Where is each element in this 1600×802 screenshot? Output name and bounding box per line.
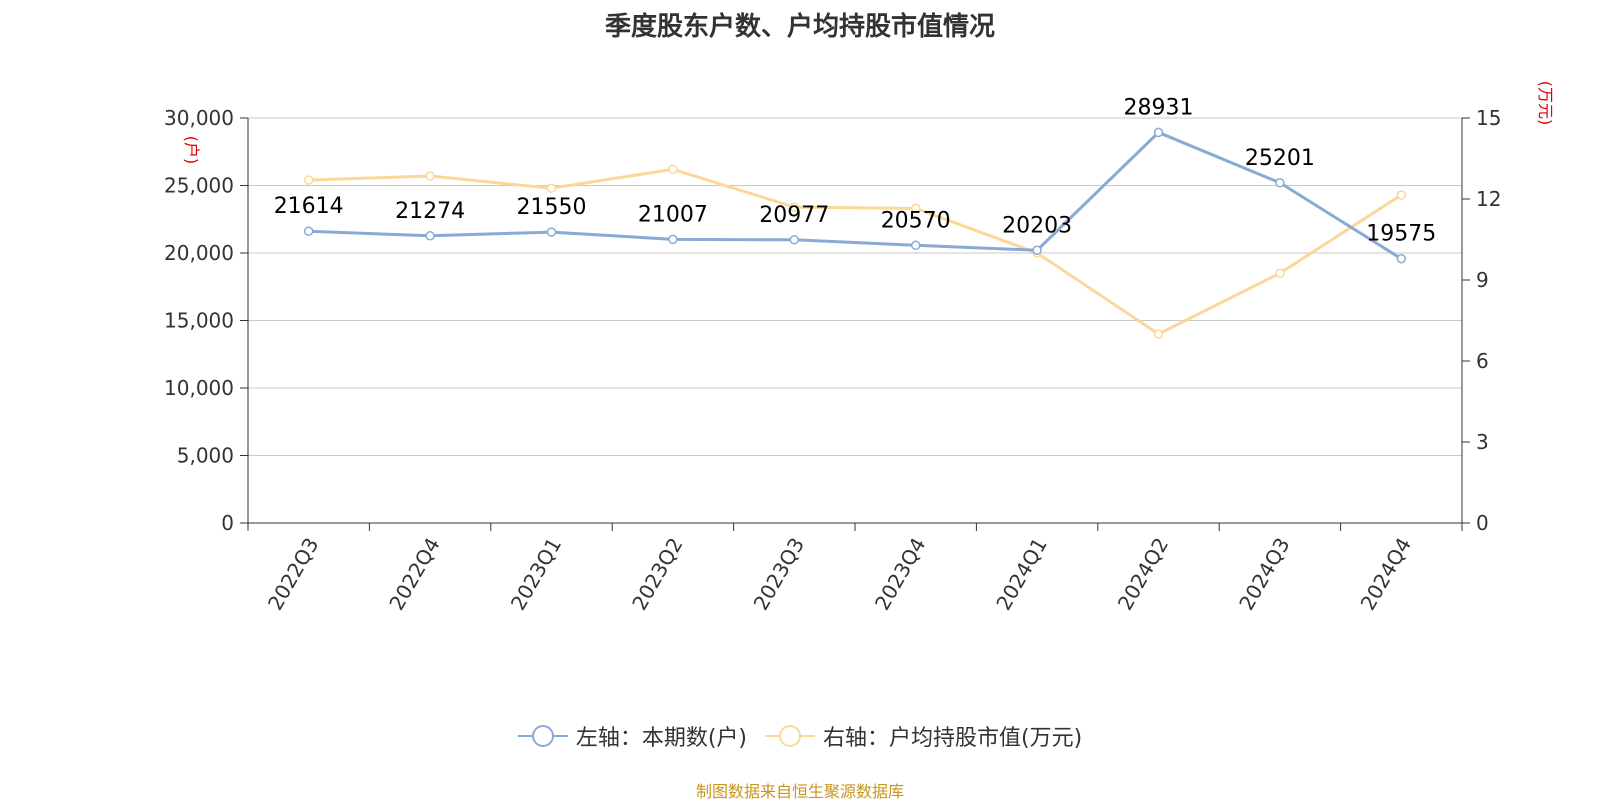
series-left-data-label: 20570 (881, 208, 951, 233)
left-tick-label: 20,000 (164, 241, 234, 265)
right-axis-unit: (万元) (1536, 81, 1555, 126)
left-tick-label: 0 (221, 511, 234, 535)
series-left-point (789, 235, 800, 245)
series-right-point (546, 183, 557, 193)
left-tick-label: 30,000 (164, 106, 234, 130)
x-category-label: 2023Q1 (506, 534, 566, 615)
series-left-data-label: 21274 (395, 199, 465, 224)
x-category-label: 2023Q3 (749, 534, 809, 615)
right-tick-label: 0 (1476, 511, 1489, 535)
x-category-label: 2024Q1 (991, 534, 1051, 615)
legend-marker-right-icon (765, 725, 815, 747)
series-left-data-label: 19575 (1366, 222, 1436, 247)
x-category-label: 2024Q4 (1356, 534, 1416, 615)
series-left-point (1153, 127, 1164, 138)
x-category-label: 2023Q2 (627, 534, 687, 615)
series-right-point (425, 171, 435, 181)
series-left-data-label: 21550 (517, 195, 587, 220)
legend-label-left: 左轴：本期数(户) (575, 726, 747, 751)
x-category-label: 2022Q3 (263, 534, 323, 615)
series-left-data-label: 20203 (1002, 213, 1072, 238)
series-left-point (1032, 245, 1042, 256)
series-left-data-label: 25201 (1245, 146, 1315, 171)
right-tick-label: 12 (1476, 187, 1501, 211)
series-right-line (308, 167, 1403, 336)
series-left-data-label: 21007 (638, 202, 708, 227)
series-left-data-label: 28931 (1124, 95, 1194, 120)
left-tick-label: 15,000 (164, 309, 234, 333)
x-category-label: 2022Q4 (384, 534, 444, 615)
right-tick-label: 9 (1476, 268, 1489, 292)
x-category-label: 2024Q2 (1113, 534, 1173, 615)
series-left-data-label: 21614 (274, 194, 344, 219)
legend: 左轴：本期数(户) 右轴：户均持股市值(万元) (0, 720, 1600, 752)
left-axis-unit: (户) (182, 136, 201, 165)
left-tick-label: 10,000 (164, 376, 234, 400)
series-left-point (546, 227, 557, 237)
series-right-point (1153, 329, 1164, 339)
legend-item-right[interactable]: 右轴：户均持股市值(万元) (765, 720, 1082, 752)
series-right-point (1275, 268, 1285, 278)
right-tick-label: 15 (1476, 106, 1501, 130)
series-left-point (1275, 178, 1285, 188)
series-right-point (910, 203, 921, 214)
legend-marker-left-icon (517, 725, 568, 747)
series-left-point (425, 231, 435, 241)
left-tick-label: 5,000 (177, 444, 234, 468)
series-right-point (303, 175, 314, 185)
series-left-point (668, 234, 678, 245)
series-left-data-label: 20977 (759, 203, 829, 228)
chart-title: 季度股东户数、户均持股市值情况 (604, 12, 995, 42)
right-tick-label: 3 (1476, 430, 1489, 454)
legend-label-right: 右轴：户均持股市值(万元) (823, 726, 1083, 751)
series-left-point (910, 240, 921, 251)
legend-item-left[interactable]: 左轴：本期数(户) (517, 720, 747, 752)
source-note: 制图数据来自恒生聚源数据库 (695, 782, 904, 801)
x-category-label: 2024Q3 (1234, 534, 1294, 615)
series-left-point (303, 226, 314, 236)
left-tick-label: 25,000 (164, 174, 234, 198)
series-right-point (668, 164, 678, 175)
right-tick-label: 6 (1476, 349, 1489, 373)
series-left-point (1396, 253, 1407, 264)
series-right-point (789, 202, 800, 212)
series-left-line (308, 130, 1403, 261)
x-category-label: 2023Q4 (870, 534, 930, 615)
series-right-point (1396, 190, 1407, 200)
